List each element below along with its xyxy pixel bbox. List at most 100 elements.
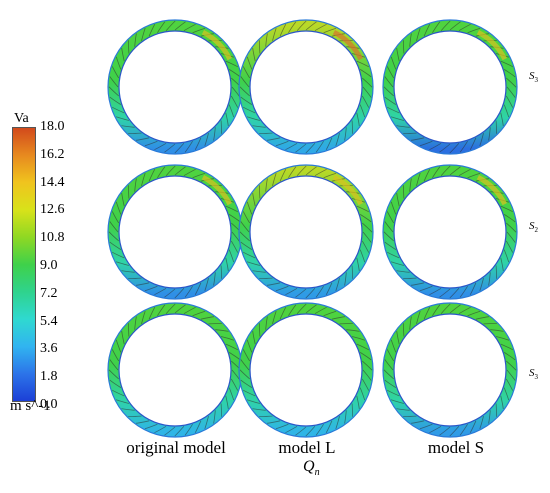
blade xyxy=(221,336,235,341)
blade xyxy=(141,310,146,324)
blade xyxy=(429,142,442,151)
blade xyxy=(411,420,425,424)
blade xyxy=(183,23,196,32)
blade xyxy=(174,143,185,154)
blade xyxy=(109,76,119,88)
blade xyxy=(505,378,514,391)
blade xyxy=(384,221,394,233)
blade xyxy=(500,60,513,68)
blade xyxy=(432,304,441,317)
blade xyxy=(108,369,119,380)
colorbar-tick-label: 9.0 xyxy=(40,258,58,273)
blade xyxy=(362,86,372,98)
blade xyxy=(148,24,156,37)
high-velocity-zone xyxy=(332,174,364,206)
blade xyxy=(109,359,119,371)
colorbar-tick-label: 1.8 xyxy=(40,369,58,385)
blade xyxy=(314,23,327,32)
blade xyxy=(265,316,268,330)
blade xyxy=(121,48,125,62)
blade xyxy=(506,360,517,371)
blade xyxy=(335,278,340,292)
blade xyxy=(240,221,250,233)
blade xyxy=(458,306,471,315)
blade xyxy=(359,104,366,118)
blade xyxy=(154,287,167,296)
blade xyxy=(419,285,433,292)
blade xyxy=(174,288,185,299)
blade xyxy=(362,77,373,88)
blade xyxy=(305,166,317,176)
blade xyxy=(423,307,431,320)
blade xyxy=(194,282,202,295)
blade xyxy=(384,241,397,250)
blade xyxy=(500,112,504,126)
high-velocity-zone xyxy=(332,29,364,61)
blade xyxy=(305,304,317,314)
blade xyxy=(315,285,324,298)
blade xyxy=(396,408,410,411)
blade xyxy=(429,287,442,296)
blade xyxy=(192,172,206,179)
blade xyxy=(267,282,281,286)
blade xyxy=(225,257,229,271)
blade xyxy=(115,201,122,215)
blade xyxy=(109,96,122,105)
blade xyxy=(390,399,404,404)
blade xyxy=(356,112,360,126)
blade xyxy=(344,272,347,286)
blade xyxy=(240,359,250,371)
colorbar xyxy=(12,127,36,402)
blade xyxy=(288,304,297,317)
blade xyxy=(359,387,366,401)
blade xyxy=(204,133,209,147)
blade xyxy=(243,106,256,114)
blade xyxy=(503,352,516,361)
blade xyxy=(242,211,251,224)
blade xyxy=(439,143,451,153)
blade xyxy=(111,349,120,362)
ring-r1-c1 xyxy=(107,19,243,155)
blade xyxy=(387,106,400,114)
row-label-2: S2 xyxy=(529,220,538,235)
blade xyxy=(228,387,235,401)
blade xyxy=(115,339,122,353)
blade xyxy=(314,306,327,315)
blade xyxy=(323,172,337,179)
blade xyxy=(134,33,137,47)
blade xyxy=(225,395,229,409)
blade xyxy=(295,426,307,436)
blade xyxy=(479,133,484,147)
blade xyxy=(488,272,491,286)
blade xyxy=(506,77,517,88)
blade xyxy=(396,270,410,273)
blade xyxy=(384,359,394,371)
blade xyxy=(315,423,324,436)
blade xyxy=(503,249,510,263)
blade xyxy=(479,416,484,430)
blade xyxy=(144,140,158,147)
blade xyxy=(295,288,307,298)
blade xyxy=(383,369,394,380)
ring-r2-c3 xyxy=(382,164,518,300)
blade xyxy=(449,304,461,314)
blade xyxy=(449,288,460,299)
blade xyxy=(204,278,209,292)
blade xyxy=(240,379,253,388)
blade xyxy=(109,221,119,233)
blade xyxy=(416,172,421,186)
blade xyxy=(252,193,256,207)
blade xyxy=(267,420,281,424)
blade xyxy=(183,306,196,315)
blade xyxy=(213,410,216,424)
blade xyxy=(246,339,253,353)
blade xyxy=(390,116,404,121)
blade xyxy=(396,48,400,62)
colorbar-tick-label: 7.2 xyxy=(40,285,58,301)
blade xyxy=(384,379,397,388)
blade xyxy=(252,48,256,62)
blade xyxy=(359,249,366,263)
blade xyxy=(285,287,298,296)
blade xyxy=(144,285,158,292)
